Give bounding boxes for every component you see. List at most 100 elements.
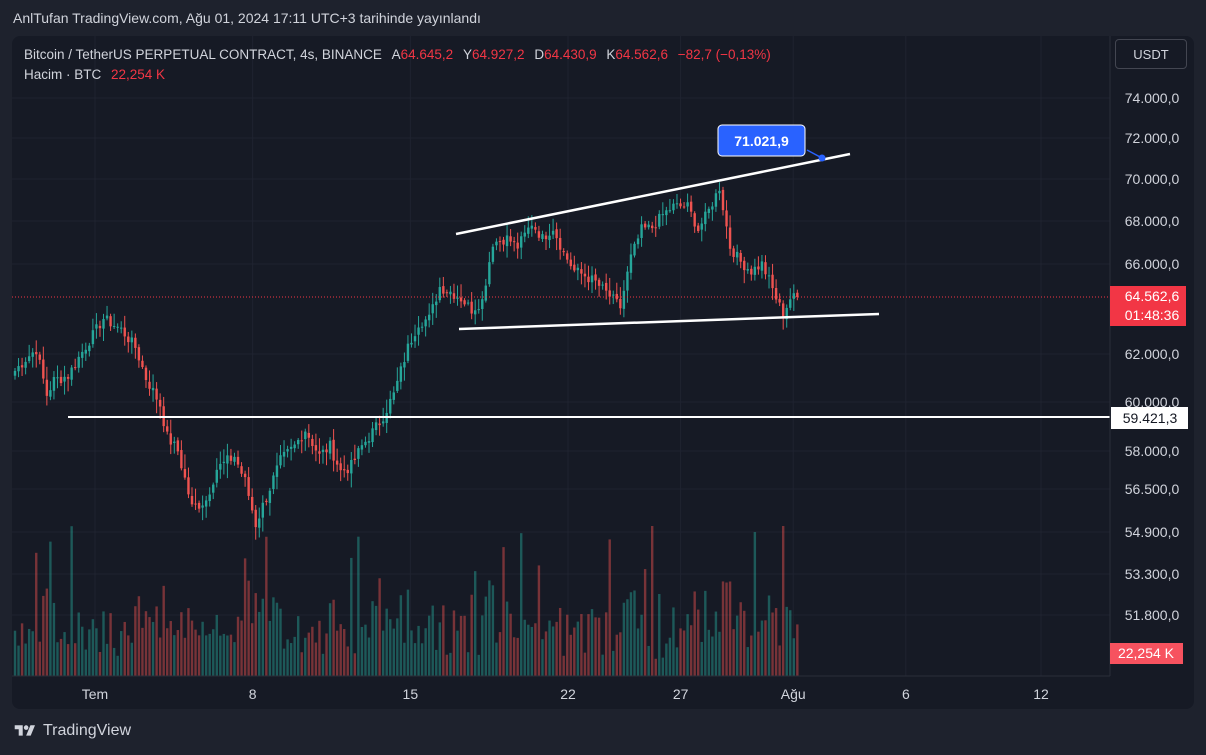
candle-body — [204, 500, 208, 507]
callout-text: 71.021,9 — [734, 133, 789, 149]
volume-bar — [49, 541, 52, 676]
candle-body — [456, 297, 459, 299]
volume-bar — [477, 654, 480, 676]
candle-body — [403, 362, 406, 368]
volume-bar — [17, 645, 20, 676]
chart-canvas[interactable]: 71.021,9 74.000,0 72.000,0 70.000,0 68.000,… — [12, 36, 1194, 709]
candle-body — [721, 189, 725, 211]
volume-bar — [420, 643, 424, 676]
volume-bar — [88, 629, 91, 676]
candle-body — [112, 325, 116, 327]
channel-upper-line[interactable] — [455, 152, 851, 236]
volume-bar — [661, 657, 665, 676]
volume-bar — [544, 631, 548, 676]
y-tick-label: 70.000,0 — [1125, 171, 1180, 187]
candle-body — [753, 266, 757, 275]
candle-body — [364, 441, 367, 446]
y-tick-label: 68.000,0 — [1125, 213, 1180, 229]
volume-bar — [112, 647, 116, 676]
volume-bar — [38, 641, 41, 676]
volume-bar — [215, 614, 218, 676]
candle-body — [796, 292, 799, 297]
candle-body — [470, 301, 473, 314]
candle-body — [534, 227, 537, 230]
y-axis[interactable]: 74.000,0 72.000,0 70.000,0 68.000,0 66.000,0… — [1125, 90, 1180, 623]
channel-lower-line[interactable] — [458, 312, 880, 331]
candle-body — [484, 285, 488, 301]
candle-body — [254, 509, 257, 528]
candle-body — [325, 449, 328, 453]
candle-body — [166, 426, 169, 432]
candle-body — [438, 287, 441, 301]
candle-body — [767, 275, 771, 277]
candle-body — [477, 309, 480, 311]
candle-body — [268, 490, 272, 503]
volume-bar — [233, 642, 236, 676]
volume-legend-value: 22,254 K — [111, 67, 166, 82]
chart-header: AnlTufan TradingView.com, Ağu 01, 2024 1… — [13, 10, 481, 26]
volume-bar — [261, 598, 264, 676]
volume-bar — [98, 651, 102, 676]
price-callout[interactable]: 71.021,9 — [717, 124, 806, 157]
volume-bar — [594, 617, 597, 676]
volume-bar — [396, 618, 399, 676]
candle-body — [633, 243, 636, 256]
candle-body — [424, 319, 427, 327]
volume-bar — [704, 590, 707, 676]
grid-lines — [12, 36, 1110, 676]
candle-body — [774, 288, 778, 300]
chart-legend: Bitcoin / TetherUS PERPETUAL CONTRACT, 4… — [24, 45, 771, 85]
candle-body — [70, 367, 73, 380]
callout-anchor[interactable] — [818, 154, 826, 162]
candle-body — [449, 291, 452, 295]
currency-button[interactable]: USDT — [1115, 39, 1187, 69]
low-value: 64.430,9 — [544, 47, 597, 62]
candle-body — [27, 356, 31, 362]
candle-body — [541, 234, 544, 239]
candle-body — [84, 349, 87, 354]
candle-body — [604, 282, 608, 291]
x-axis[interactable]: Tem 8 15 22 27 Ağu 6 12 — [82, 686, 1049, 702]
volume-label[interactable]: Hacim · BTC — [24, 67, 102, 82]
x-tick-label: 27 — [673, 686, 689, 702]
tradingview-logo-icon — [14, 725, 35, 736]
candle-body — [197, 502, 201, 509]
y-tick-label: 53.300,0 — [1125, 566, 1180, 582]
volume-bar — [689, 625, 693, 676]
volume-bar — [371, 601, 374, 676]
volume-bar — [84, 649, 87, 676]
volume-bar — [102, 611, 105, 676]
candle-body — [615, 293, 618, 300]
volume-bar — [771, 612, 774, 676]
volume-bar — [392, 628, 395, 676]
candle-body — [49, 390, 52, 397]
candle-body — [73, 367, 77, 369]
volume-bar — [576, 621, 580, 676]
candle-body — [739, 252, 742, 262]
volume-bar — [463, 615, 466, 676]
volume-bar — [385, 608, 388, 676]
candle-body — [31, 352, 34, 357]
volume-bar — [633, 590, 636, 676]
chart-panel[interactable]: 71.021,9 74.000,0 72.000,0 70.000,0 68.000,… — [12, 36, 1194, 709]
footer-brand[interactable]: TradingView — [13, 722, 131, 740]
volume-bar — [693, 591, 696, 676]
candle-body — [102, 319, 105, 329]
volume-bar — [608, 539, 611, 676]
volume-value: 22,254 K — [1118, 645, 1175, 661]
symbol-name[interactable]: Bitcoin / TetherUS PERPETUAL CONTRACT, 4… — [24, 47, 382, 62]
open-label: A — [391, 47, 401, 62]
candle-body — [551, 230, 555, 235]
candle-body — [594, 274, 597, 281]
candle-body — [466, 302, 470, 304]
volume-bar — [346, 646, 349, 676]
candle-body — [350, 459, 353, 474]
volume-bar — [449, 652, 452, 676]
candle-body — [789, 299, 792, 308]
volume-badge: 22,254 K — [1110, 643, 1183, 664]
candle-body — [98, 325, 102, 329]
volume-bar — [474, 571, 477, 676]
candle-body — [307, 432, 311, 438]
candle-body — [35, 352, 38, 355]
volume-bar — [343, 629, 346, 676]
